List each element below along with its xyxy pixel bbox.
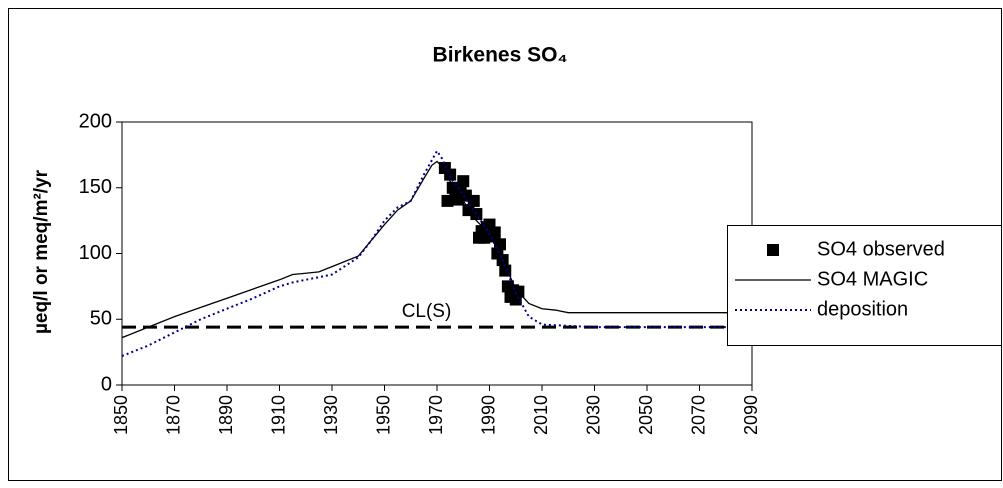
y-axis-label: µeq/l or meq/m²/yr <box>31 169 52 334</box>
x-tick-label: 2050 <box>636 395 656 435</box>
x-tick-label: 1930 <box>321 395 341 435</box>
x-tick-label: 1990 <box>478 395 498 435</box>
reference-label: CL(S) <box>402 301 452 322</box>
chart-title: Birkenes SO₄ <box>433 44 568 67</box>
x-tick-label: 2090 <box>741 395 761 435</box>
x-tick-label: 1890 <box>216 395 236 435</box>
y-tick-label: 150 <box>79 176 112 198</box>
legend-label: SO4 MAGIC <box>817 268 928 290</box>
y-tick-label: 200 <box>79 110 112 132</box>
legend-label: deposition <box>817 298 908 320</box>
x-tick-label: 1870 <box>163 395 183 435</box>
legend-label: SO4 observed <box>817 238 945 260</box>
series-line <box>121 149 752 357</box>
x-tick-label: 2010 <box>531 395 551 435</box>
x-tick-label: 1950 <box>373 395 393 435</box>
data-point <box>488 226 501 239</box>
legend-marker <box>767 244 779 256</box>
x-tick-label: 1970 <box>426 395 446 435</box>
y-tick-label: 100 <box>79 242 112 264</box>
y-tick-label: 0 <box>101 373 112 395</box>
data-point <box>457 175 470 188</box>
x-tick-label: 2070 <box>688 395 708 435</box>
y-tick-label: 50 <box>90 308 112 330</box>
series-line <box>121 160 752 339</box>
x-tick-label: 1910 <box>268 395 288 435</box>
plot-area <box>121 121 753 386</box>
x-tick-label: 1850 <box>111 395 131 435</box>
x-tick-label: 2030 <box>583 395 603 435</box>
